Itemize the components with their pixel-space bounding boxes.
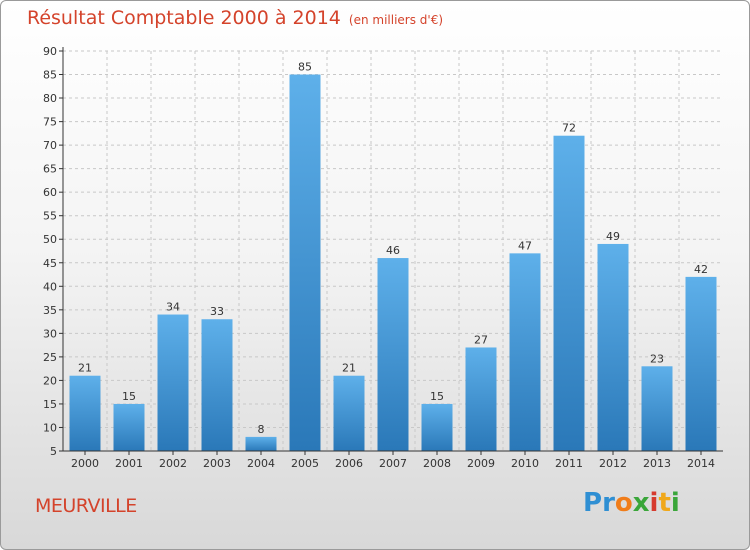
x-tick-label: 2009: [467, 457, 495, 470]
bar-2000: [69, 375, 101, 451]
y-tick-label: 10: [43, 421, 57, 434]
bar-2004: [245, 436, 277, 451]
logo-letter: i: [649, 488, 659, 518]
logo-letter: r: [602, 488, 615, 518]
y-tick-label: 85: [43, 69, 57, 82]
y-tick-label: 20: [43, 374, 57, 387]
y-tick-label: 5: [50, 445, 57, 458]
x-tick-label: 2007: [379, 457, 407, 470]
value-label: 46: [386, 244, 400, 257]
value-label: 34: [166, 301, 180, 314]
y-tick-label: 50: [43, 233, 57, 246]
bar-2001: [113, 403, 145, 451]
x-tick-label: 2001: [115, 457, 143, 470]
axes: 5 10 15 20 25 30 35 40 45 50 55 60 65 70 75 80 85 90 2000 2…: [43, 45, 723, 470]
x-tick-label: 2010: [511, 457, 539, 470]
bar-2002: [157, 314, 189, 451]
bar-2005: [289, 74, 321, 451]
logo-letter: i: [670, 488, 680, 518]
x-tick-label: 2008: [423, 457, 451, 470]
value-label: 8: [258, 423, 265, 436]
chart-title: Résultat Comptable 2000 à 2014 (en millie…: [27, 7, 443, 29]
y-tick-label: 15: [43, 398, 57, 411]
value-label: 15: [430, 390, 444, 403]
y-tick-label: 25: [43, 351, 57, 364]
logo-letter: P: [583, 488, 603, 518]
value-label: 23: [650, 352, 664, 365]
bar-2010: [509, 253, 541, 451]
y-tick-label: 80: [43, 92, 57, 105]
value-label: 15: [122, 390, 136, 403]
bar-2012: [597, 243, 629, 451]
proxiti-logo: Proxiti: [583, 488, 680, 518]
bar-2011: [553, 135, 585, 452]
x-tick-label: 2006: [335, 457, 363, 470]
y-tick-label: 45: [43, 257, 57, 270]
value-label: 49: [606, 230, 620, 243]
x-tick-label: 2000: [71, 457, 99, 470]
logo-letter: t: [658, 488, 671, 518]
logo-letter: x: [632, 488, 650, 518]
bar-2006: [333, 375, 365, 451]
value-label: 21: [78, 362, 92, 375]
data-labels: 21 15 34 33 8 85 21 46 15 27 47 72 49 23 42: [78, 61, 708, 436]
y-tick-label: 65: [43, 163, 57, 176]
bar-2003: [201, 319, 233, 451]
bar-2009: [465, 347, 497, 451]
y-tick-label: 40: [43, 280, 57, 293]
value-label: 33: [210, 305, 224, 318]
value-label: 42: [694, 263, 708, 276]
y-tick-label: 60: [43, 186, 57, 199]
logo-letter: o: [614, 488, 633, 518]
bar-2014: [685, 276, 717, 451]
y-tick-label: 75: [43, 116, 57, 129]
x-tick-label: 2013: [643, 457, 671, 470]
x-tick-label: 2003: [203, 457, 231, 470]
x-tick-label: 2002: [159, 457, 187, 470]
value-label: 72: [562, 122, 576, 135]
x-tick-label: 2005: [291, 457, 319, 470]
y-tick-label: 35: [43, 304, 57, 317]
value-label: 85: [298, 61, 312, 74]
value-label: 47: [518, 239, 532, 252]
x-tick-label: 2012: [599, 457, 627, 470]
bar-2013: [641, 366, 673, 451]
x-tick-label: 2014: [687, 457, 715, 470]
y-tick-label: 55: [43, 210, 57, 223]
y-tick-label: 30: [43, 327, 57, 340]
bar-2007: [377, 258, 409, 451]
bar-2008: [421, 403, 453, 451]
commune-name: MEURVILLE: [35, 495, 137, 517]
x-tick-label: 2004: [247, 457, 275, 470]
x-tick-label: 2011: [555, 457, 583, 470]
bars: [69, 74, 717, 452]
y-tick-label: 70: [43, 139, 57, 152]
value-label: 21: [342, 362, 356, 375]
value-label: 27: [474, 333, 488, 346]
y-tick-label: 90: [43, 45, 57, 58]
chart-title-text: Résultat Comptable 2000 à 2014: [27, 7, 341, 29]
chart-subtitle: (en milliers d'€): [348, 13, 444, 27]
